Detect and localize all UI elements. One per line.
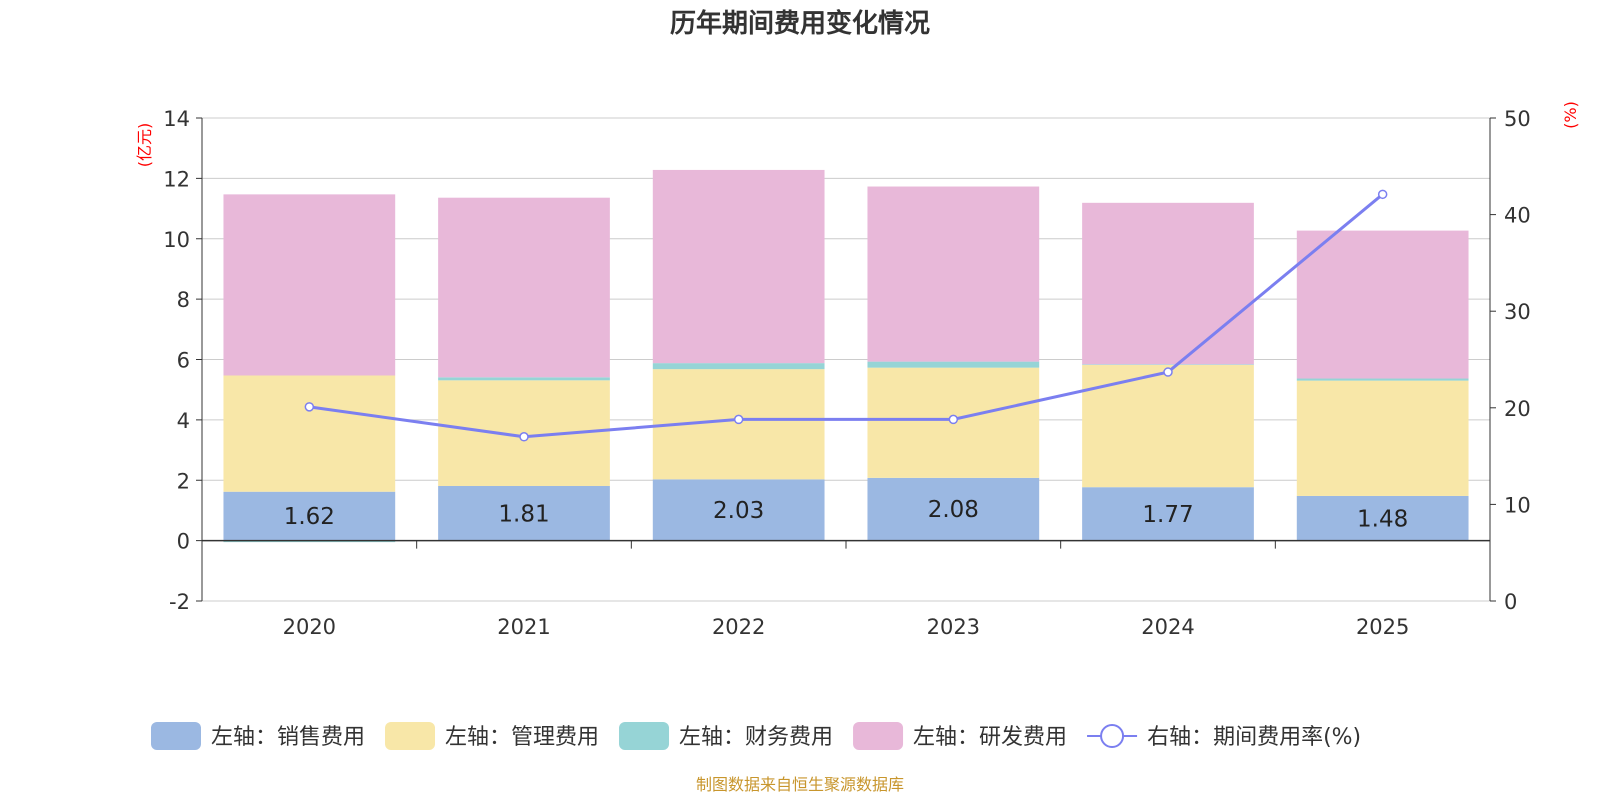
bar-segment <box>1296 380 1469 496</box>
bar-segment <box>652 479 825 541</box>
bar-segment <box>223 491 396 541</box>
bar-segment <box>438 377 610 381</box>
rate-line-path <box>309 193 1384 439</box>
rate-point <box>519 432 529 442</box>
axes: -2 0 2 4 6 8 10 12 14 0 10 20 30 40 50 2020 2021 2022 2023… <box>163 107 1530 639</box>
bar-segment <box>1296 378 1469 381</box>
bar-segment <box>867 186 1040 362</box>
bar-segment <box>1296 495 1469 541</box>
bars: 1.62 1.81 2.03 2.08 1.77 1.48 <box>223 169 1469 543</box>
source-note: 制图数据来自恒生聚源数据库 <box>696 775 904 794</box>
right-tick-label: 0 <box>1504 590 1517 614</box>
bar-segment <box>652 169 825 364</box>
left-tick-label: 12 <box>163 167 190 191</box>
bar-segment <box>867 477 1040 541</box>
x-tick-label: 2025 <box>1356 615 1409 639</box>
chart-title: 历年期间费用变化情况 <box>670 8 930 39</box>
bar-segment <box>438 485 610 541</box>
bar-data-label: 1.62 <box>284 504 335 530</box>
left-tick-label: 4 <box>177 409 190 433</box>
left-tick-label: 8 <box>177 288 190 312</box>
x-tick-label: 2022 <box>712 615 765 639</box>
bar-data-label: 1.77 <box>1142 502 1193 528</box>
x-tick-label: 2024 <box>1141 615 1194 639</box>
bar-data-label: 2.03 <box>713 498 764 524</box>
bar-segment <box>1082 364 1254 488</box>
right-tick-label: 10 <box>1504 493 1531 517</box>
rate-point <box>948 414 959 425</box>
legend-label: 右轴：期间费用率(%) <box>1147 725 1361 750</box>
left-tick-label: 14 <box>163 107 190 131</box>
bar-segment <box>1296 230 1469 379</box>
legend-label: 左轴：财务费用 <box>679 725 833 750</box>
legend-swatch <box>619 722 670 750</box>
bar-data-label: 2.08 <box>928 497 979 523</box>
rate-line <box>304 189 1388 442</box>
bar-segment <box>652 363 825 370</box>
legend-label: 左轴：管理费用 <box>445 725 599 750</box>
legend: 左轴：销售费用 左轴：管理费用 左轴：财务费用 左轴：研发费用 右轴：期间费用率(%) <box>151 722 1361 750</box>
legend-line-marker <box>1100 724 1125 748</box>
bar-segment <box>223 194 396 376</box>
bar-data-label: 1.48 <box>1357 506 1408 532</box>
rate-point <box>1163 367 1173 377</box>
right-tick-label: 50 <box>1504 107 1531 131</box>
rate-point <box>733 414 744 425</box>
x-tick-label: 2023 <box>927 615 980 639</box>
right-tick-label: 20 <box>1504 397 1531 421</box>
rate-point <box>304 402 315 412</box>
rate-point <box>1377 189 1388 200</box>
right-tick-label: 30 <box>1504 300 1531 324</box>
bar-data-label: 1.81 <box>498 501 549 527</box>
bar-segment <box>1082 364 1254 365</box>
bar-segment <box>223 375 396 492</box>
x-tick-label: 2021 <box>497 615 550 639</box>
legend-label: 左轴：研发费用 <box>913 725 1067 750</box>
legend-label: 左轴：销售费用 <box>211 725 365 750</box>
left-axis-unit: (亿元) <box>135 123 154 168</box>
right-tick-label: 40 <box>1504 204 1531 228</box>
legend-swatch <box>151 722 201 750</box>
legend-swatch <box>853 722 904 750</box>
left-tick-label: 0 <box>177 530 190 554</box>
bar-segment <box>1082 202 1254 365</box>
bar-segment <box>867 361 1040 368</box>
bar-segment <box>1082 487 1254 541</box>
left-tick-label: 10 <box>163 228 190 252</box>
bar-segment <box>438 197 610 378</box>
x-tick-label: 2020 <box>283 615 336 639</box>
left-tick-label: 6 <box>177 349 190 373</box>
left-tick-label: -2 <box>169 590 190 614</box>
left-tick-label: 2 <box>177 469 190 493</box>
bar-segment <box>223 540 396 543</box>
right-axis-unit: (%) <box>1561 101 1580 129</box>
legend-swatch <box>385 722 436 750</box>
